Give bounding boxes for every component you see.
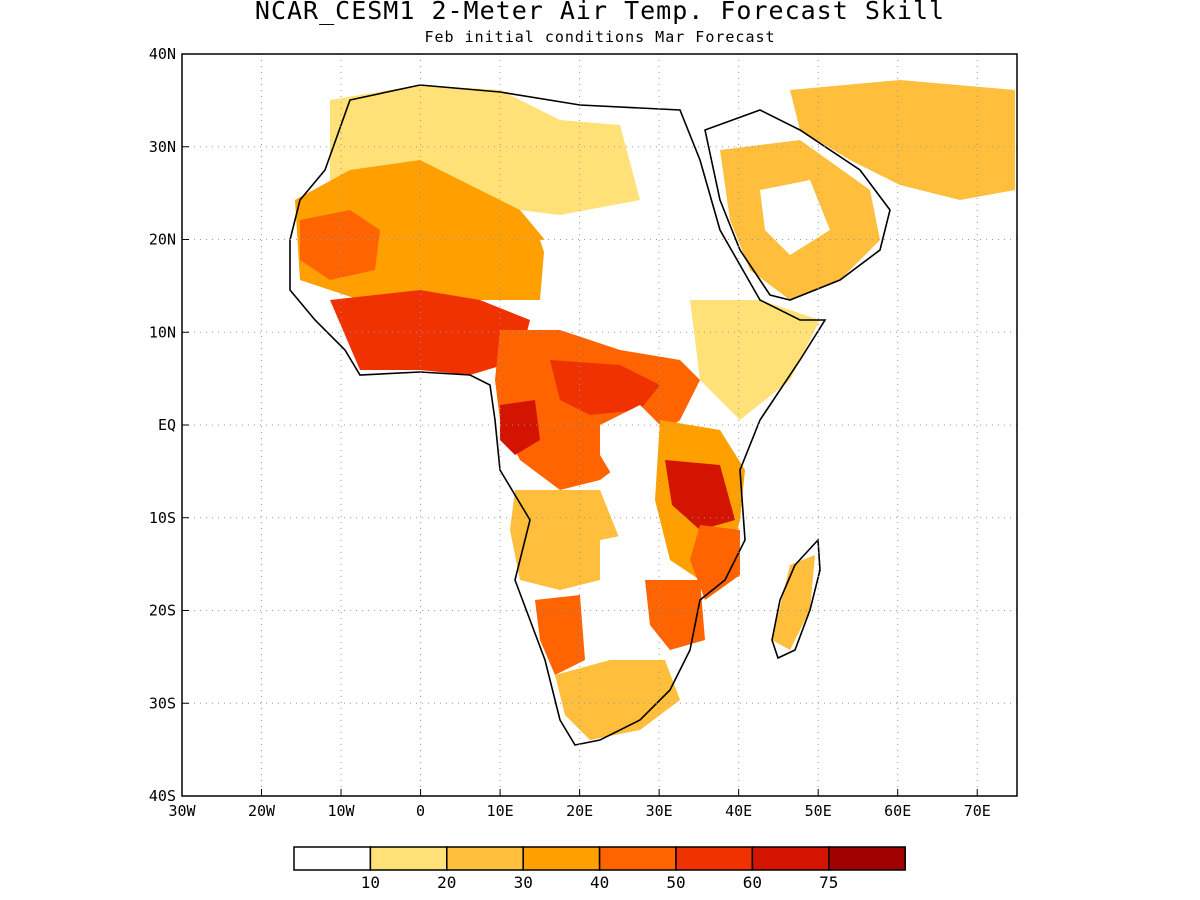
color-bar-label: 10 xyxy=(361,873,380,892)
y-tick-label: 20S xyxy=(149,602,176,620)
color-bar-label: 20 xyxy=(437,873,456,892)
gridlines xyxy=(182,54,1017,796)
map-title: NCAR_CESM1 2-Meter Air Temp. Forecast Sk… xyxy=(254,0,946,25)
color-bar-swatch xyxy=(675,846,754,871)
y-tick-label: 30N xyxy=(149,138,176,156)
skill-area-guinea-coast xyxy=(330,290,530,375)
x-tick-label: 30E xyxy=(646,802,673,820)
color-bar-label: 50 xyxy=(666,873,685,892)
skill-area-sudan-egypt xyxy=(540,230,710,310)
skill-shading xyxy=(295,80,1015,740)
color-bar-label: 30 xyxy=(514,873,533,892)
skill-area-mozambique xyxy=(690,525,740,600)
skill-area-zambia xyxy=(600,530,660,590)
color-bar-label: 75 xyxy=(819,873,838,892)
y-tick-label: 40N xyxy=(149,45,176,63)
x-tick-label: 20W xyxy=(248,802,276,820)
color-bar: 10 20 30 40 50 60 75 xyxy=(293,846,906,892)
skill-area-tanzania xyxy=(665,460,735,530)
color-bar-swatch xyxy=(751,846,830,871)
skill-area-arabia-center xyxy=(760,180,830,255)
skill-area-congo-basin xyxy=(600,405,665,480)
skill-area-zimbabwe xyxy=(645,580,705,650)
y-axis: 40N 30N 20N 10N EQ 10S 20S 30S 40S xyxy=(149,45,189,805)
x-tick-label: 60E xyxy=(884,802,911,820)
color-bar-label: 40 xyxy=(590,873,609,892)
x-tick-label: 30W xyxy=(168,802,196,820)
color-bar-swatch xyxy=(522,846,601,871)
color-bar-swatch xyxy=(598,846,677,871)
arabia-outline xyxy=(704,109,891,301)
skill-area-angola xyxy=(510,490,620,590)
color-bar-label: 60 xyxy=(743,873,762,892)
y-tick-label: EQ xyxy=(158,416,176,434)
y-tick-label: 30S xyxy=(149,694,176,712)
x-tick-label: 70E xyxy=(964,802,991,820)
skill-area-mauritania xyxy=(300,210,380,280)
skill-area-madagascar xyxy=(772,555,815,650)
x-tick-label: 10E xyxy=(487,802,514,820)
y-tick-label: 40S xyxy=(149,787,176,805)
skill-area-congo-north xyxy=(550,360,660,415)
y-tick-label: 20N xyxy=(149,231,176,249)
skill-area-iran xyxy=(790,80,1015,200)
x-tick-label: 50E xyxy=(805,802,832,820)
color-bar-swatch xyxy=(293,846,372,871)
y-tick-label: 10S xyxy=(149,509,176,527)
skill-area-botswana xyxy=(590,590,650,660)
africa-coastline xyxy=(289,84,827,746)
x-tick-label: 40E xyxy=(725,802,752,820)
x-axis: 30W 20W 10W 0 10E 20E 30E 40E 50E 60E 70E xyxy=(168,789,991,820)
skill-area-gabon-congo xyxy=(500,400,540,455)
x-tick-label: 10W xyxy=(328,802,356,820)
color-bar-swatch xyxy=(446,846,524,871)
color-bar-swatch xyxy=(828,846,906,871)
skill-area-south-africa xyxy=(555,660,680,740)
color-bar-swatch xyxy=(369,846,448,871)
map-subtitle: Feb initial conditions Mar Forecast xyxy=(424,28,776,46)
x-tick-label: 20E xyxy=(566,802,593,820)
y-tick-label: 10N xyxy=(149,323,176,341)
skill-area-namibia xyxy=(535,595,585,675)
skill-area-ethiopia xyxy=(690,300,820,420)
madagascar-outline xyxy=(771,538,821,660)
x-tick-label: 0 xyxy=(416,802,425,820)
